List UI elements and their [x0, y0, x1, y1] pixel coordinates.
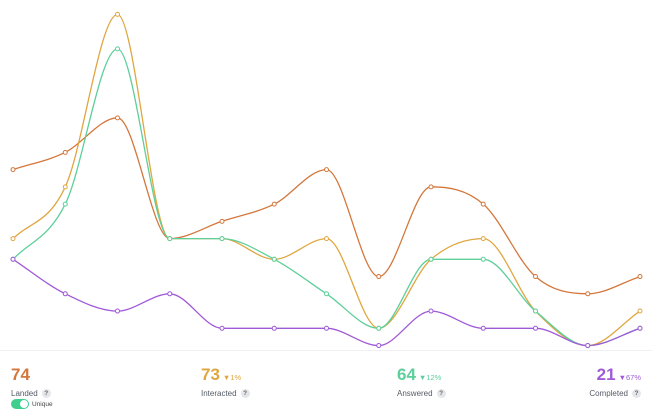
- data-point-landed-6[interactable]: [324, 167, 329, 173]
- unique-toggle[interactable]: Unique: [11, 399, 53, 409]
- metric-value: 73: [201, 365, 220, 384]
- data-point-completed-7[interactable]: [376, 343, 382, 349]
- metric-delta: ▼12%: [418, 373, 442, 382]
- data-point-landed-11[interactable]: [585, 291, 591, 297]
- data-point-landed-8[interactable]: [428, 184, 434, 190]
- help-icon[interactable]: ?: [41, 389, 51, 398]
- data-point-answered-3[interactable]: [167, 236, 173, 242]
- data-point-answered-2[interactable]: [115, 46, 120, 52]
- data-point-completed-6[interactable]: [324, 325, 329, 331]
- data-point-answered-4[interactable]: [219, 236, 225, 242]
- data-point-completed-8[interactable]: [428, 308, 434, 314]
- line-chart: [10, 11, 643, 349]
- data-point-interacted-6[interactable]: [324, 236, 329, 242]
- metric-landed[interactable]: 74 Landed ?: [11, 366, 51, 398]
- data-point-landed-7[interactable]: [376, 274, 382, 280]
- data-point-answered-5[interactable]: [271, 256, 277, 262]
- data-point-interacted-9[interactable]: [480, 236, 486, 242]
- data-point-landed-0[interactable]: [10, 167, 16, 173]
- data-point-landed-5[interactable]: [271, 201, 277, 207]
- series-line-answered: [12, 48, 641, 347]
- metric-value: 21: [596, 365, 616, 384]
- data-point-answered-10[interactable]: [533, 308, 538, 314]
- data-point-landed-2[interactable]: [115, 115, 120, 121]
- data-point-completed-5[interactable]: [271, 325, 277, 331]
- toggle-knob: [20, 400, 28, 408]
- metric-value: 74: [11, 365, 30, 384]
- data-point-interacted-0[interactable]: [10, 236, 16, 242]
- metric-label: Landed: [11, 389, 38, 398]
- series-line-landed: [12, 117, 641, 295]
- data-point-completed-3[interactable]: [167, 291, 173, 297]
- data-point-completed-9[interactable]: [480, 325, 486, 331]
- metric-interacted[interactable]: 73 ▼1% Interacted ?: [201, 366, 250, 398]
- data-point-completed-10[interactable]: [533, 325, 538, 331]
- data-point-interacted-2[interactable]: [115, 11, 120, 17]
- data-point-landed-1[interactable]: [62, 149, 68, 155]
- series-line-completed: [12, 258, 641, 347]
- metric-delta: ▼67%: [618, 373, 641, 382]
- data-point-answered-7[interactable]: [376, 325, 382, 331]
- metric-label: Answered: [397, 389, 433, 398]
- help-icon[interactable]: ?: [632, 389, 641, 398]
- metric-label: Completed: [589, 389, 628, 398]
- data-point-answered-6[interactable]: [324, 291, 329, 297]
- data-point-completed-12[interactable]: [637, 325, 643, 331]
- data-point-completed-0[interactable]: [10, 256, 16, 262]
- metric-answered[interactable]: 64 ▼12% Answered ?: [397, 366, 446, 398]
- data-point-interacted-12[interactable]: [637, 308, 643, 314]
- metric-delta: ▼1%: [222, 373, 242, 382]
- data-point-landed-10[interactable]: [533, 274, 538, 280]
- data-point-completed-1[interactable]: [62, 291, 68, 297]
- series-line-interacted: [12, 13, 641, 347]
- metric-completed[interactable]: 21 ▼67% Completed ?: [589, 366, 641, 398]
- data-point-answered-1[interactable]: [62, 201, 68, 207]
- data-point-landed-4[interactable]: [219, 218, 225, 224]
- data-point-landed-9[interactable]: [480, 201, 486, 207]
- data-point-completed-4[interactable]: [219, 325, 225, 331]
- data-point-completed-2[interactable]: [115, 308, 120, 314]
- toggle-switch[interactable]: [11, 399, 29, 409]
- data-point-answered-8[interactable]: [428, 256, 434, 262]
- help-icon[interactable]: ?: [436, 389, 446, 398]
- metric-value: 64: [397, 365, 416, 384]
- help-icon[interactable]: ?: [240, 389, 250, 398]
- data-point-interacted-1[interactable]: [62, 184, 68, 190]
- data-point-landed-12[interactable]: [637, 274, 643, 280]
- data-point-answered-9[interactable]: [480, 256, 486, 262]
- toggle-label: Unique: [32, 400, 53, 408]
- data-point-completed-11[interactable]: [585, 343, 591, 349]
- metric-label: Interacted: [201, 389, 237, 398]
- chart-baseline: [0, 350, 652, 351]
